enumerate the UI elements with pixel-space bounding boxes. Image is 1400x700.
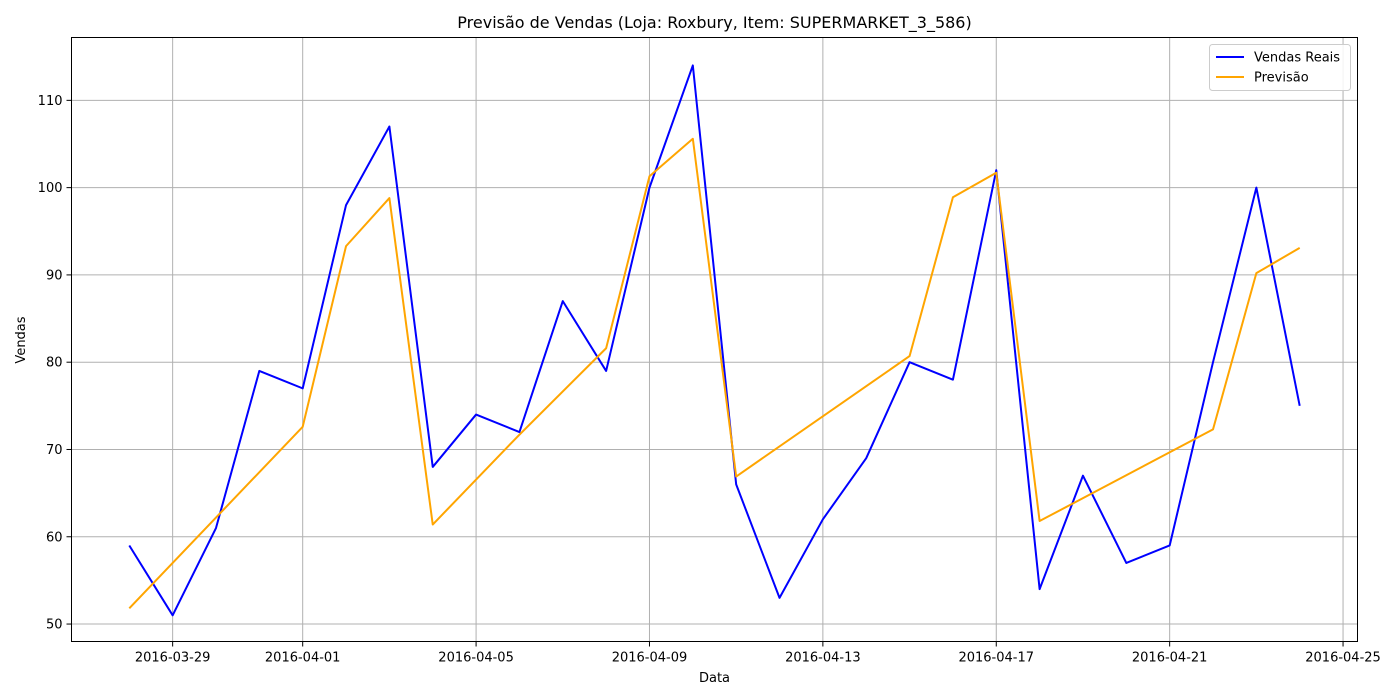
x-tick-label: 2016-03-29 bbox=[135, 651, 211, 666]
data-point-previsao bbox=[605, 347, 607, 349]
data-point-vendas-reais bbox=[909, 361, 911, 363]
data-point-vendas-reais bbox=[735, 483, 737, 485]
y-tick-label: 70 bbox=[46, 443, 63, 458]
data-point-previsao bbox=[735, 476, 737, 478]
data-point-previsao bbox=[1299, 247, 1301, 249]
data-point-vendas-reais bbox=[302, 387, 304, 389]
x-tick-label: 2016-04-25 bbox=[1305, 651, 1381, 666]
data-point-vendas-reais bbox=[475, 414, 477, 416]
y-tick-label: 110 bbox=[38, 94, 63, 109]
y-tick-label: 50 bbox=[46, 618, 63, 633]
data-point-vendas-reais bbox=[1169, 544, 1171, 546]
data-point-vendas-reais bbox=[345, 204, 347, 206]
plot-frame bbox=[71, 37, 1358, 642]
data-point-vendas-reais bbox=[172, 614, 174, 616]
legend-label-vendas-reais: Vendas Reais bbox=[1254, 51, 1340, 66]
grid-lines bbox=[71, 37, 1358, 642]
series-lines bbox=[128, 64, 1301, 617]
x-tick-label: 2016-04-09 bbox=[612, 651, 688, 666]
data-point-vendas-reais bbox=[952, 379, 954, 381]
data-point-previsao bbox=[952, 196, 954, 198]
series-line-vendas-reais bbox=[128, 64, 1301, 617]
legend-box bbox=[1209, 44, 1351, 91]
data-point-previsao bbox=[432, 524, 434, 526]
x-tick-label: 2016-04-01 bbox=[265, 651, 341, 666]
legend: Vendas Reais Previsão bbox=[1209, 44, 1351, 91]
data-point-vendas-reais bbox=[648, 187, 650, 189]
x-tick-label: 2016-04-13 bbox=[785, 651, 861, 666]
data-point-previsao bbox=[518, 434, 520, 436]
axis-ticks: 2016-03-29 2016-04-01 2016-04-05 2016-04-09… bbox=[38, 94, 1381, 666]
y-tick-label: 80 bbox=[46, 356, 63, 371]
data-point-vendas-reais bbox=[1212, 361, 1214, 363]
data-point-vendas-reais bbox=[995, 169, 997, 171]
data-point-previsao bbox=[995, 172, 997, 174]
data-point-vendas-reais bbox=[865, 457, 867, 459]
chart-title: Previsão de Vendas (Loja: Roxbury, Item:… bbox=[457, 13, 971, 33]
data-point-previsao bbox=[345, 245, 347, 247]
data-point-previsao bbox=[1039, 520, 1041, 522]
data-point-vendas-reais bbox=[128, 544, 130, 546]
data-point-vendas-reais bbox=[1082, 475, 1084, 477]
data-point-vendas-reais bbox=[1299, 405, 1301, 407]
data-point-previsao bbox=[692, 138, 694, 140]
series-line-previsao bbox=[128, 137, 1301, 610]
data-point-vendas-reais bbox=[1039, 588, 1041, 590]
data-point-previsao bbox=[1212, 428, 1214, 430]
data-point-vendas-reais bbox=[779, 597, 781, 599]
data-point-previsao bbox=[1255, 272, 1257, 274]
data-point-vendas-reais bbox=[692, 64, 694, 66]
x-tick-label: 2016-04-21 bbox=[1132, 651, 1208, 666]
data-point-vendas-reais bbox=[562, 300, 564, 302]
y-tick-label: 90 bbox=[46, 268, 63, 283]
data-point-previsao bbox=[302, 426, 304, 428]
data-point-previsao bbox=[128, 607, 130, 609]
data-point-vendas-reais bbox=[258, 370, 260, 372]
data-point-previsao bbox=[388, 197, 390, 199]
x-tick-label: 2016-04-05 bbox=[438, 651, 514, 666]
data-point-vendas-reais bbox=[215, 527, 217, 529]
data-point-vendas-reais bbox=[1255, 187, 1257, 189]
x-axis-label: Data bbox=[699, 671, 730, 686]
y-axis-label: Vendas bbox=[14, 316, 29, 363]
x-tick-label: 2016-04-17 bbox=[958, 651, 1034, 666]
data-point-vendas-reais bbox=[388, 126, 390, 128]
data-point-vendas-reais bbox=[822, 518, 824, 520]
legend-label-previsao: Previsão bbox=[1254, 71, 1309, 86]
y-tick-label: 100 bbox=[38, 181, 63, 196]
data-point-vendas-reais bbox=[432, 466, 434, 468]
data-point-previsao bbox=[648, 175, 650, 177]
data-point-vendas-reais bbox=[605, 370, 607, 372]
data-point-previsao bbox=[909, 355, 911, 357]
y-tick-label: 60 bbox=[46, 530, 63, 545]
data-point-vendas-reais bbox=[1125, 562, 1127, 564]
